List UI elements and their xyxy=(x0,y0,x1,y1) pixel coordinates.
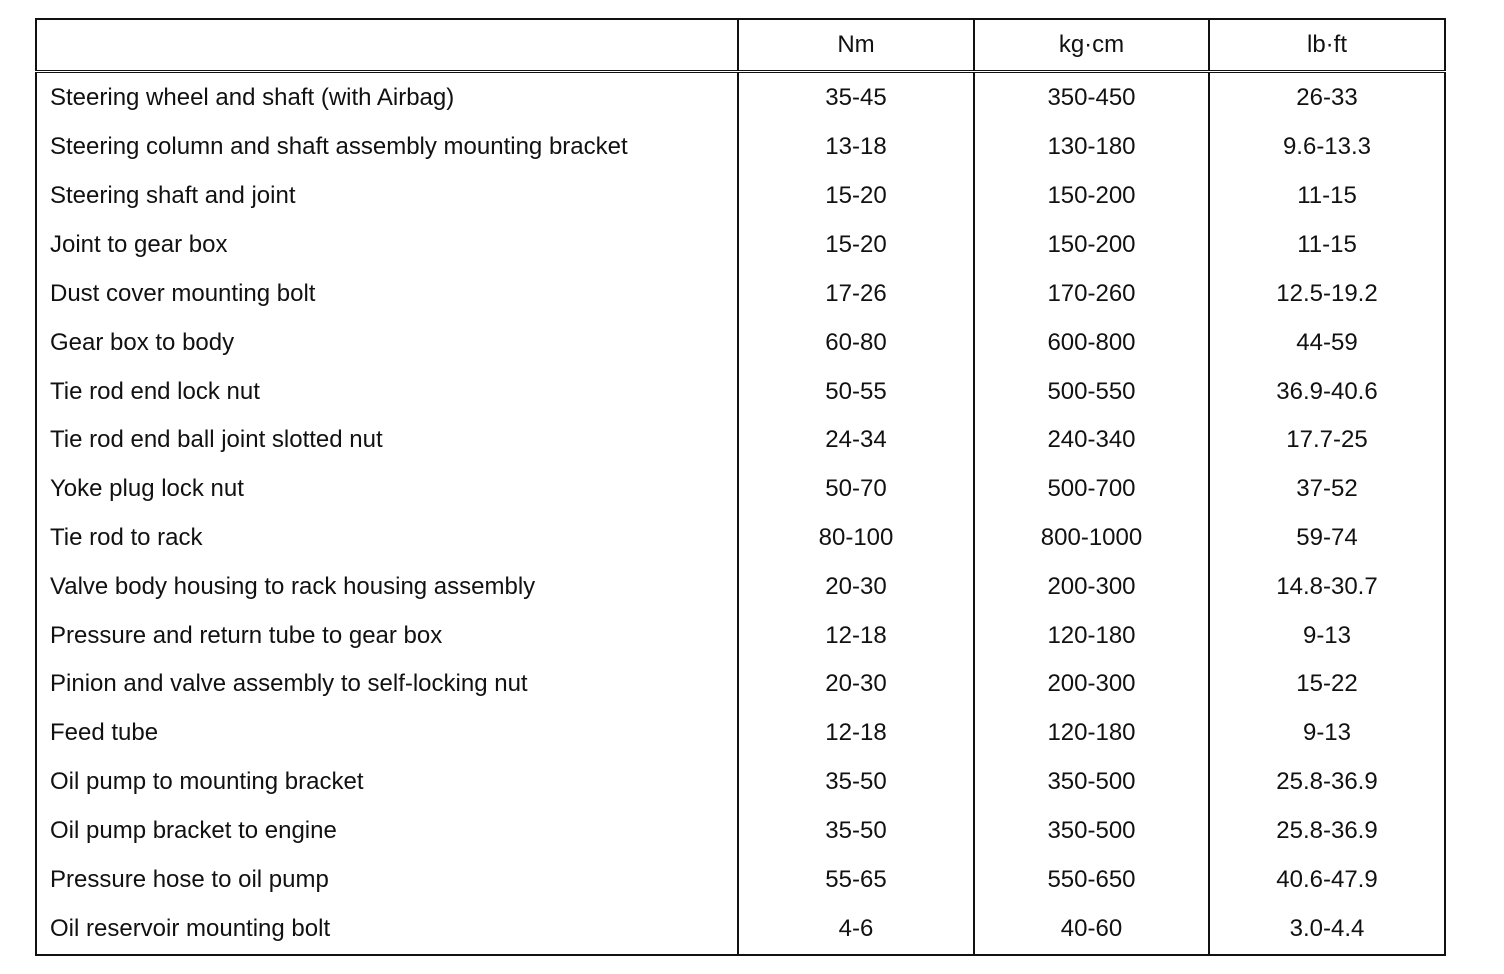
value-cell: 500-700 xyxy=(973,464,1209,514)
value-cell: 15-22 xyxy=(1208,660,1445,709)
table-row: Steering column and shaft assembly mount… xyxy=(36,122,1445,172)
table-row: Steering shaft and joint 15-20 150-200 11-1… xyxy=(36,171,1445,221)
header-cell: lb·ft xyxy=(1208,19,1445,73)
value-cell: 59-74 xyxy=(1208,513,1445,563)
value-cell: 150-200 xyxy=(973,220,1209,270)
value-cell: 4-6 xyxy=(737,904,974,955)
value-cell: 15-20 xyxy=(737,171,974,221)
table-row: Steering wheel and shaft (with Airbag) 35… xyxy=(36,71,1445,123)
value-cell: 240-340 xyxy=(973,415,1209,465)
value-cell: 12-18 xyxy=(737,611,974,661)
value-cell: 40.6-47.9 xyxy=(1208,855,1445,905)
item-cell: Oil pump bracket to engine xyxy=(50,816,337,844)
item-cell: Tie rod to rack xyxy=(50,523,203,551)
value-cell: 50-70 xyxy=(737,464,974,514)
item-cell: Tie rod end lock nut xyxy=(50,377,260,405)
table-row: Pinion and valve assembly to self-lockin… xyxy=(36,660,1445,709)
item-cell: Oil pump to mounting bracket xyxy=(50,768,364,796)
table-row: Pressure hose to oil pump 55-65 550-650 40.… xyxy=(36,855,1445,905)
value-cell: 350-500 xyxy=(973,757,1209,807)
value-cell: 350-450 xyxy=(973,71,1209,123)
item-cell: Steering column and shaft assembly mount… xyxy=(50,133,628,161)
value-cell: 15-20 xyxy=(737,220,974,270)
header-cell: kg·cm xyxy=(973,19,1209,73)
value-cell: 13-18 xyxy=(737,122,974,172)
value-cell: 3.0-4.4 xyxy=(1208,904,1445,955)
item-cell: Pressure and return tube to gear box xyxy=(50,621,443,649)
value-cell: 17-26 xyxy=(737,269,974,319)
item-cell: Gear box to body xyxy=(50,328,235,356)
item-cell: Valve body housing to rack housing assem… xyxy=(50,572,536,600)
table-row: Oil pump bracket to engine 35-50 350-500 25… xyxy=(36,806,1445,856)
value-cell: 36.9-40.6 xyxy=(1208,367,1445,416)
value-cell: 350-500 xyxy=(973,806,1209,856)
table-body: Steering wheel and shaft (with Airbag) 35… xyxy=(36,71,1445,955)
item-cell: Steering wheel and shaft (with Airbag) xyxy=(50,83,455,111)
value-cell: 20-30 xyxy=(737,660,974,709)
table-row: Oil pump to mounting bracket 35-50 350-500… xyxy=(36,757,1445,807)
value-cell: 550-650 xyxy=(973,855,1209,905)
value-cell: 44-59 xyxy=(1208,318,1445,368)
value-cell: 12.5-19.2 xyxy=(1208,269,1445,319)
value-cell: 150-200 xyxy=(973,171,1209,221)
item-cell: Feed tube xyxy=(50,719,159,747)
value-cell: 60-80 xyxy=(737,318,974,368)
value-cell: 17.7-25 xyxy=(1208,415,1445,465)
table-row: Pressure and return tube to gear box 12-1… xyxy=(36,611,1445,661)
table-row: Dust cover mounting bolt 17-26 170-260 12.5… xyxy=(36,269,1445,319)
value-cell: 26-33 xyxy=(1208,71,1445,123)
item-cell: Pinion and valve assembly to self-lockin… xyxy=(50,670,528,698)
value-cell: 800-1000 xyxy=(973,513,1209,563)
value-cell: 50-55 xyxy=(737,367,974,416)
table-row: Feed tube 12-18 120-180 9-13 xyxy=(36,708,1445,758)
value-cell: 200-300 xyxy=(973,660,1209,709)
value-cell: 20-30 xyxy=(737,562,974,612)
value-cell: 80-100 xyxy=(737,513,974,563)
value-cell: 11-15 xyxy=(1208,171,1445,221)
table-row: Yoke plug lock nut 50-70 500-700 37-52 xyxy=(36,464,1445,514)
value-cell: 35-50 xyxy=(737,757,974,807)
value-cell: 25.8-36.9 xyxy=(1208,757,1445,807)
table-row: Tie rod end ball joint slotted nut 24-34 2… xyxy=(36,415,1445,465)
item-cell: Tie rod end ball joint slotted nut xyxy=(50,426,383,454)
item-cell: Oil reservoir mounting bolt xyxy=(50,915,331,943)
value-cell: 55-65 xyxy=(737,855,974,905)
torque-table: Nm kg·cm lb·ft Steering wheel and shaft (w… xyxy=(35,18,1446,956)
value-cell: 130-180 xyxy=(973,122,1209,172)
value-cell: 37-52 xyxy=(1208,464,1445,514)
value-cell: 24-34 xyxy=(737,415,974,465)
value-cell: 9.6-13.3 xyxy=(1208,122,1445,172)
header-row: Nm kg·cm lb·ft xyxy=(36,19,1445,73)
table-row: Tie rod to rack 80-100 800-1000 59-74 xyxy=(36,513,1445,563)
value-cell: 600-800 xyxy=(973,318,1209,368)
item-cell: Dust cover mounting bolt xyxy=(50,279,316,307)
value-cell: 25.8-36.9 xyxy=(1208,806,1445,856)
item-cell: Pressure hose to oil pump xyxy=(50,865,329,893)
value-cell: 35-45 xyxy=(737,71,974,123)
value-cell: 200-300 xyxy=(973,562,1209,612)
table-row: Valve body housing to rack housing assem… xyxy=(36,562,1445,612)
header-cell: Nm xyxy=(737,19,974,73)
item-cell: Steering shaft and joint xyxy=(50,182,296,210)
value-cell: 9-13 xyxy=(1208,708,1445,758)
value-cell: 14.8-30.7 xyxy=(1208,562,1445,612)
item-cell: Yoke plug lock nut xyxy=(50,475,244,503)
value-cell: 35-50 xyxy=(737,806,974,856)
value-cell: 40-60 xyxy=(973,904,1209,955)
table-row: Tie rod end lock nut 50-55 500-550 36.9-40.… xyxy=(36,367,1445,416)
value-cell: 170-260 xyxy=(973,269,1209,319)
item-cell: Joint to gear box xyxy=(50,231,228,259)
table-row: Gear box to body 60-80 600-800 44-59 xyxy=(36,318,1445,368)
value-cell: 500-550 xyxy=(973,367,1209,416)
header-cell xyxy=(36,19,738,73)
value-cell: 9-13 xyxy=(1208,611,1445,661)
table-row: Oil reservoir mounting bolt 4-6 40-60 3.0-4… xyxy=(36,904,1445,955)
value-cell: 12-18 xyxy=(737,708,974,758)
table-row: Joint to gear box 15-20 150-200 11-15 xyxy=(36,220,1445,270)
value-cell: 11-15 xyxy=(1208,220,1445,270)
value-cell: 120-180 xyxy=(973,708,1209,758)
value-cell: 120-180 xyxy=(973,611,1209,661)
